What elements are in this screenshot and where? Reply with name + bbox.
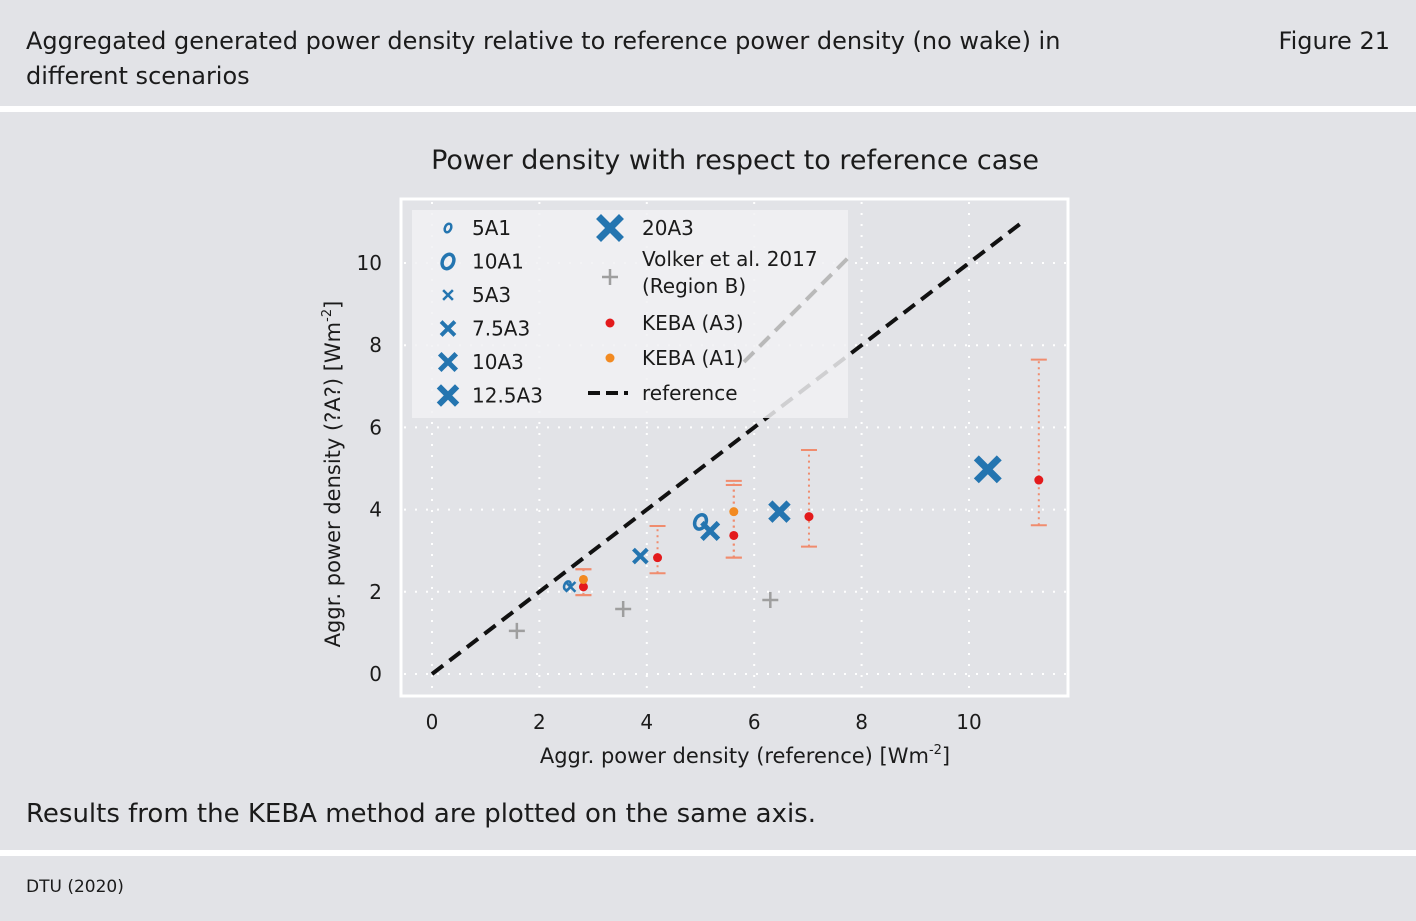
- y-tick-label: 8: [369, 333, 382, 357]
- point-volker-et-al-2017-region-b-: [615, 601, 632, 618]
- legend-marker: [437, 351, 459, 373]
- x-axis-label: Aggr. power density (reference) [Wm-2]: [540, 743, 950, 768]
- legend-label-line2: (Region B): [642, 274, 746, 298]
- legend-label: 20A3: [642, 216, 694, 240]
- chart-title: Power density with respect to reference …: [431, 145, 1039, 176]
- scatter-chart: Power density with respect to reference …: [320, 145, 1070, 768]
- legend-label: 10A1: [472, 250, 524, 274]
- footer-divider: [0, 850, 1416, 856]
- point-20a3: [973, 455, 1002, 484]
- point-keba-a3-: [729, 530, 739, 540]
- legend-marker: [605, 318, 615, 328]
- figure-number: Figure 21: [1278, 27, 1390, 55]
- legend-label: reference: [642, 381, 738, 405]
- legend-label: KEBA (A1): [642, 346, 744, 370]
- point-12-5a3: [768, 500, 791, 523]
- point-keba-a1-: [578, 574, 588, 584]
- x-tick-label: 10: [956, 710, 981, 734]
- legend: 5A1 10A1 5A3 7.5A3 10A3 12.5A3 20A3 Volker et a…: [412, 210, 850, 418]
- header: Aggregated generated power density relat…: [0, 0, 1416, 106]
- legend-label: 5A3: [472, 283, 511, 307]
- figure-title: Aggregated generated power density relat…: [26, 27, 1061, 90]
- point-volker-et-al-2017-region-b-: [508, 622, 525, 639]
- legend-marker: [602, 269, 618, 285]
- point-10a3: [700, 520, 721, 542]
- legend-marker: [436, 384, 460, 407]
- legend-label: Volker et al. 2017: [642, 247, 818, 271]
- x-tick-label: 4: [640, 710, 653, 734]
- point-7-5a3: [632, 547, 649, 565]
- x-tick-label: 2: [533, 710, 546, 734]
- legend-label: 10A3: [472, 350, 524, 374]
- legend-label: 5A1: [472, 216, 511, 240]
- legend-marker: [443, 222, 453, 234]
- reference-line-faded: [742, 256, 850, 364]
- point-keba-a1-: [729, 507, 739, 517]
- legend-marker: [605, 353, 615, 363]
- y-tick-label: 10: [357, 251, 382, 275]
- figure-caption: Results from the KEBA method are plotted…: [26, 799, 816, 829]
- legend-marker: [442, 289, 454, 301]
- point-keba-a3-: [1034, 475, 1044, 485]
- legend-marker: [596, 214, 624, 242]
- y-axis-label: Aggr. power density (?A?) [Wm-2]: [320, 301, 345, 648]
- point-keba-a3-: [578, 582, 588, 592]
- y-tick-label: 2: [369, 580, 382, 604]
- point-volker-et-al-2017-region-b-: [762, 592, 779, 609]
- reference-line: [430, 220, 1024, 676]
- chart-area: Power density with respect to reference …: [0, 112, 1416, 850]
- y-tick-label: 0: [369, 662, 382, 686]
- legend-marker: [440, 252, 456, 271]
- legend-box: [412, 210, 848, 418]
- point-keba-a3-: [804, 512, 814, 522]
- source-note: DTU (2020): [26, 877, 124, 897]
- legend-label: 12.5A3: [472, 384, 543, 408]
- point-5a3: [564, 581, 577, 593]
- legend-label: KEBA (A3): [642, 311, 744, 335]
- data-marks: [430, 220, 1047, 676]
- legend-marker: [439, 320, 457, 337]
- x-tick-label: 0: [426, 710, 439, 734]
- header-divider: [0, 106, 1416, 112]
- x-tick-label: 6: [748, 710, 761, 734]
- y-tick-label: 6: [369, 415, 382, 439]
- axis-ticks: 0 2 4 6 8 10 0 2 4 6 8 10: [357, 251, 982, 734]
- x-tick-label: 8: [855, 710, 868, 734]
- y-tick-label: 4: [369, 498, 382, 522]
- point-keba-a3-: [653, 553, 663, 563]
- legend-label: 7.5A3: [472, 317, 530, 341]
